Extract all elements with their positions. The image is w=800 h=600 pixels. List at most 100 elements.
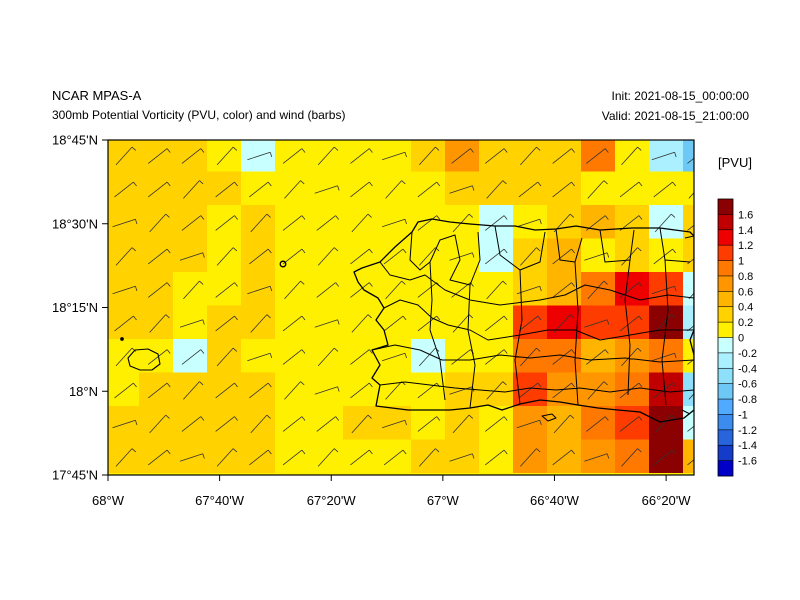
wind-barb: [452, 314, 474, 333]
wind-barb: [621, 247, 642, 266]
pv-cell: [547, 473, 582, 475]
wind-barb: [619, 315, 643, 332]
wind-barb: [249, 449, 272, 466]
pv-cell: [173, 473, 208, 475]
pv-cell: [173, 272, 208, 307]
wind-barb: [350, 181, 373, 198]
wind-barb: [520, 146, 541, 166]
pv-cell: [547, 507, 582, 541]
pv-cell: [615, 171, 650, 206]
wind-barb: [484, 416, 508, 432]
pv-cell: [547, 140, 582, 173]
pv-cell: [513, 305, 548, 340]
pv-cell: [683, 305, 694, 340]
pv-cell: [377, 140, 412, 173]
y-tick-label: 17°45'N: [52, 468, 98, 483]
wind-barb: [284, 280, 305, 300]
pv-cell: [139, 439, 174, 474]
wind-barb: [215, 215, 238, 231]
pv-cell: [377, 473, 412, 475]
pv-cell: [547, 439, 582, 474]
wind-barb: [216, 448, 238, 467]
wind-barb: [382, 419, 407, 429]
wind-barb: [115, 146, 137, 166]
pv-cell: [173, 439, 208, 474]
colorbar-label: -0.6: [738, 379, 757, 391]
wind-barb: [112, 419, 138, 429]
wind-barb: [350, 382, 373, 399]
y-tick-label: 18°15'N: [52, 300, 98, 315]
pv-cell: [241, 372, 276, 407]
wind-barb: [250, 414, 271, 434]
pv-cell: [241, 171, 276, 206]
colorbar-label: -1: [738, 409, 748, 421]
wind-barb: [687, 224, 694, 231]
pv-cell: [241, 305, 276, 340]
pv-cell: [309, 406, 344, 441]
wind-barb: [520, 247, 541, 266]
wind-barb: [147, 449, 171, 466]
pv-cell: [309, 372, 344, 407]
pv-cell: [649, 406, 684, 441]
pv-cell: [377, 205, 412, 240]
wind-barb: [486, 280, 507, 300]
pv-cell: [173, 140, 208, 173]
wind-barb: [687, 258, 694, 265]
wind-barb: [385, 180, 406, 199]
wind-barb: [317, 146, 339, 166]
wind-barb: [449, 185, 475, 194]
pv-cell: [139, 507, 174, 541]
pv-cell: [479, 507, 514, 541]
colorbar-label: -0.8: [738, 394, 757, 406]
pv-cell: [173, 406, 208, 441]
pv-cell: [343, 439, 378, 474]
wind-barb: [316, 215, 340, 231]
pv-cell: [411, 140, 446, 173]
pv-cell: [547, 238, 582, 273]
pv-cell: [513, 339, 548, 374]
colorbar-label: 0.2: [738, 317, 753, 329]
wind-barb: [417, 416, 441, 432]
pv-cell: [683, 473, 694, 475]
wind-barb: [114, 315, 137, 332]
wind-barb: [215, 181, 238, 198]
wind-barb: [651, 151, 677, 161]
pv-cell: [241, 439, 276, 474]
wind-barb: [621, 146, 642, 166]
wind-barb: [351, 314, 372, 333]
wind-barb: [452, 414, 474, 434]
pv-cell: [615, 339, 650, 374]
y-tick-label: 18°N: [69, 384, 98, 399]
pv-cell: [275, 272, 310, 307]
colorbar-unit-label: [PVU]: [718, 155, 752, 170]
pv-cell: [207, 507, 242, 541]
pv-cell: [581, 507, 616, 541]
pv-cell: [683, 205, 694, 240]
wind-barb: [183, 180, 204, 199]
pv-cell: [513, 439, 548, 474]
wind-barb: [350, 282, 373, 298]
wind-barb: [586, 416, 609, 432]
colorbar-label: 0.4: [738, 302, 753, 314]
pv-cell: [683, 171, 694, 206]
pv-cell: [275, 439, 310, 474]
colorbar-label: 1.2: [738, 240, 753, 252]
wind-barb: [215, 416, 238, 432]
wind-barb: [351, 213, 372, 233]
pv-cell: [513, 238, 548, 273]
pv-cell: [309, 439, 344, 474]
wind-barb: [247, 352, 273, 362]
pv-cell: [108, 439, 140, 474]
wind-barb: [619, 416, 643, 432]
pv-cell: [241, 140, 276, 173]
pv-cell: [207, 171, 242, 206]
wind-barb: [654, 314, 676, 333]
wind-barb: [350, 148, 373, 164]
colorbar-swatch: [718, 245, 733, 261]
wind-barb: [282, 349, 306, 365]
pv-cell: [207, 205, 242, 240]
wind-barb: [383, 315, 407, 332]
wind-barb: [587, 280, 608, 300]
pv-cell: [615, 439, 650, 474]
pv-cell: [377, 406, 412, 441]
